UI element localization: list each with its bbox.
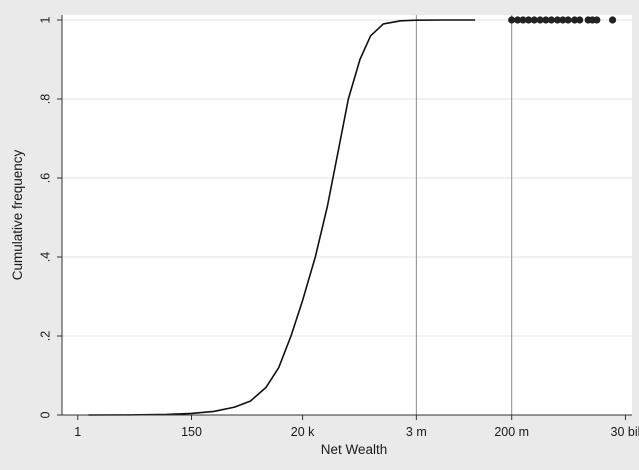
scatter-point bbox=[542, 16, 550, 24]
scatter-point bbox=[519, 16, 527, 24]
scatter-point bbox=[593, 16, 601, 24]
cdf-line bbox=[88, 19, 476, 416]
scatter-point bbox=[530, 16, 538, 24]
y-tick-label: .8 bbox=[38, 94, 52, 104]
x-tick-label: 200 m bbox=[494, 425, 529, 439]
scatter-point bbox=[564, 16, 572, 24]
scatter-point bbox=[571, 16, 579, 24]
x-tick-label: 150 bbox=[181, 425, 202, 439]
series-layer bbox=[88, 16, 617, 416]
scatter-point bbox=[576, 16, 584, 24]
tick-marks bbox=[57, 19, 626, 420]
x-axis-title: Net Wealth bbox=[321, 442, 388, 457]
x-tick-label: 20 k bbox=[291, 425, 315, 439]
scatter-point bbox=[514, 16, 522, 24]
plot-area bbox=[62, 15, 632, 415]
scatter-point bbox=[559, 16, 567, 24]
x-tick-label: 30 bil bbox=[611, 425, 639, 439]
scatter-point bbox=[553, 16, 562, 24]
y-tick-label: 1 bbox=[38, 16, 52, 23]
scatter-point bbox=[524, 16, 533, 24]
y-tick-label: .4 bbox=[38, 252, 52, 262]
y-axis-title: Cumulative frequency bbox=[10, 149, 25, 280]
x-tick-label: 1 bbox=[74, 425, 81, 439]
reference-lines bbox=[415, 15, 513, 415]
x-tick-label: 3 m bbox=[406, 425, 427, 439]
y-tick-label: 0 bbox=[38, 411, 52, 418]
scatter-point bbox=[547, 16, 556, 24]
scatter-point bbox=[508, 16, 516, 24]
scatter-point bbox=[536, 16, 544, 24]
y-tick-label: .2 bbox=[38, 331, 52, 341]
y-tick-label: .6 bbox=[38, 173, 52, 183]
scatter-point bbox=[608, 16, 617, 24]
grid-lines bbox=[62, 19, 632, 337]
axes bbox=[61, 15, 632, 416]
